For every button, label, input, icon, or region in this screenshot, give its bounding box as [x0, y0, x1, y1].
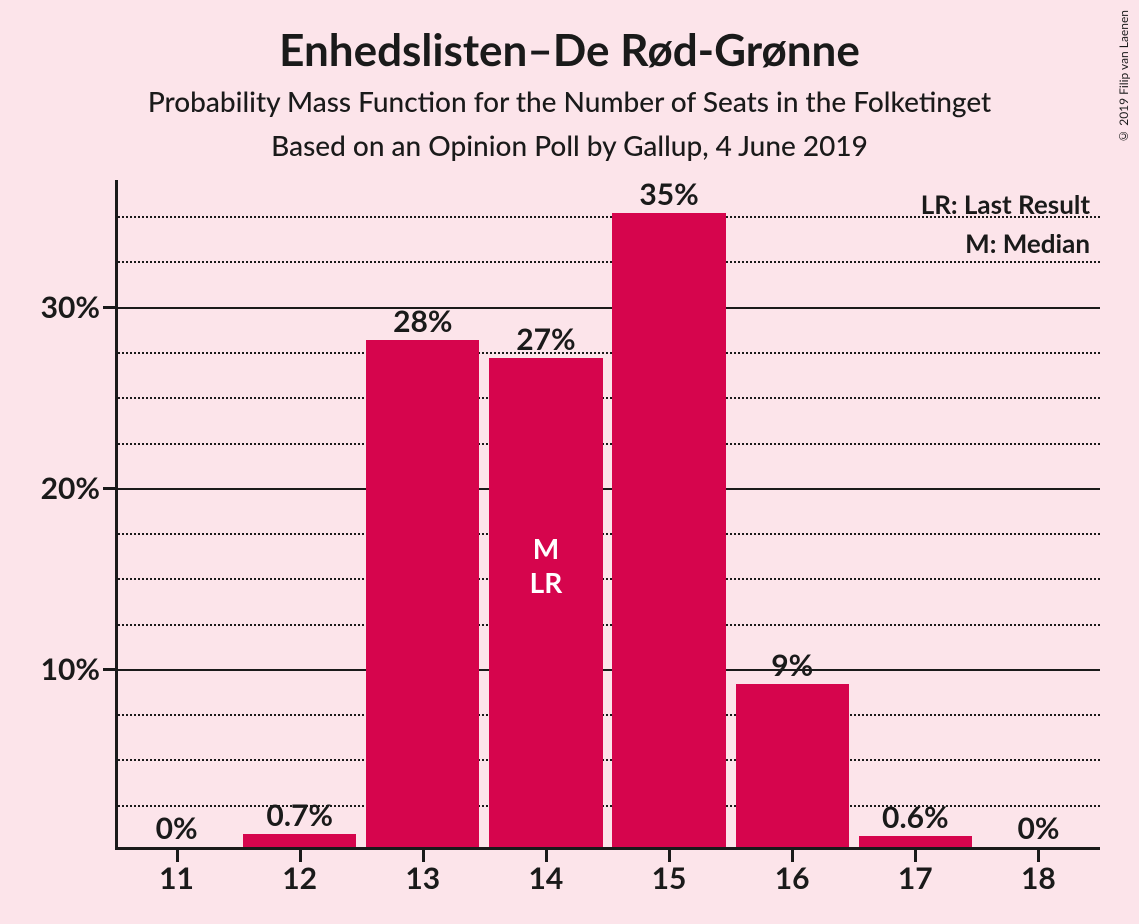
- x-axis-label: 13: [405, 860, 440, 896]
- gridline-minor: [115, 759, 1100, 761]
- bar-value-label: 0%: [156, 810, 198, 846]
- gridline-minor: [115, 805, 1100, 807]
- last-result-marker: LR: [530, 566, 563, 600]
- y-axis-label: 10%: [41, 651, 100, 687]
- bar-value-label: 0%: [1017, 810, 1059, 846]
- y-tick: [103, 306, 115, 309]
- bar: [366, 340, 479, 847]
- gridline-minor: [115, 352, 1100, 354]
- x-axis-label: 18: [1021, 860, 1056, 896]
- x-axis-label: 15: [652, 860, 687, 896]
- gridline-minor: [115, 261, 1100, 263]
- bar-value-label: 0.7%: [266, 797, 333, 833]
- x-axis-label: 11: [159, 860, 194, 896]
- chart-container: Enhedslisten–De Rød-Grønne Probability M…: [0, 0, 1139, 924]
- gridline-major: [115, 488, 1100, 490]
- gridline-major: [115, 669, 1100, 671]
- gridline-minor: [115, 714, 1100, 716]
- y-axis: [115, 180, 118, 850]
- gridline-minor: [115, 397, 1100, 399]
- gridline-minor: [115, 443, 1100, 445]
- y-axis-label: 30%: [41, 289, 100, 325]
- x-axis-label: 16: [775, 860, 810, 896]
- plot-area: LR: Last Result M: Median 10%20%30%0%110…: [115, 180, 1100, 850]
- median-marker: M: [530, 532, 563, 566]
- x-axis-label: 12: [282, 860, 317, 896]
- chart-legend: LR: Last Result M: Median: [921, 185, 1090, 263]
- bar: [489, 358, 602, 847]
- y-tick: [103, 668, 115, 671]
- bar-value-label: 0.6%: [882, 799, 949, 835]
- bar-value-label: 9%: [771, 647, 813, 683]
- legend-m: M: Median: [921, 224, 1090, 263]
- x-axis: [115, 847, 1100, 850]
- gridline-minor: [115, 216, 1100, 218]
- bar-value-label: 35%: [639, 176, 698, 212]
- bar: [243, 834, 356, 847]
- chart-subtitle-2: Based on an Opinion Poll by Gallup, 4 Ju…: [0, 128, 1139, 162]
- bar: [859, 836, 972, 847]
- copyright-text: © 2019 Filip van Laenen: [1116, 10, 1131, 144]
- bar-value-label: 28%: [393, 303, 452, 339]
- gridline-minor: [115, 533, 1100, 535]
- median-lr-label: MLR: [530, 532, 563, 599]
- x-axis-label: 17: [898, 860, 933, 896]
- gridline-major: [115, 307, 1100, 309]
- bar: [736, 684, 849, 847]
- bar-value-label: 27%: [516, 321, 575, 357]
- y-axis-label: 20%: [41, 470, 100, 506]
- chart-subtitle-1: Probability Mass Function for the Number…: [0, 84, 1139, 118]
- gridline-minor: [115, 578, 1100, 580]
- gridline-minor: [115, 624, 1100, 626]
- y-tick: [103, 487, 115, 490]
- chart-title: Enhedslisten–De Rød-Grønne: [0, 24, 1139, 76]
- x-axis-label: 14: [529, 860, 564, 896]
- bar: [612, 213, 725, 847]
